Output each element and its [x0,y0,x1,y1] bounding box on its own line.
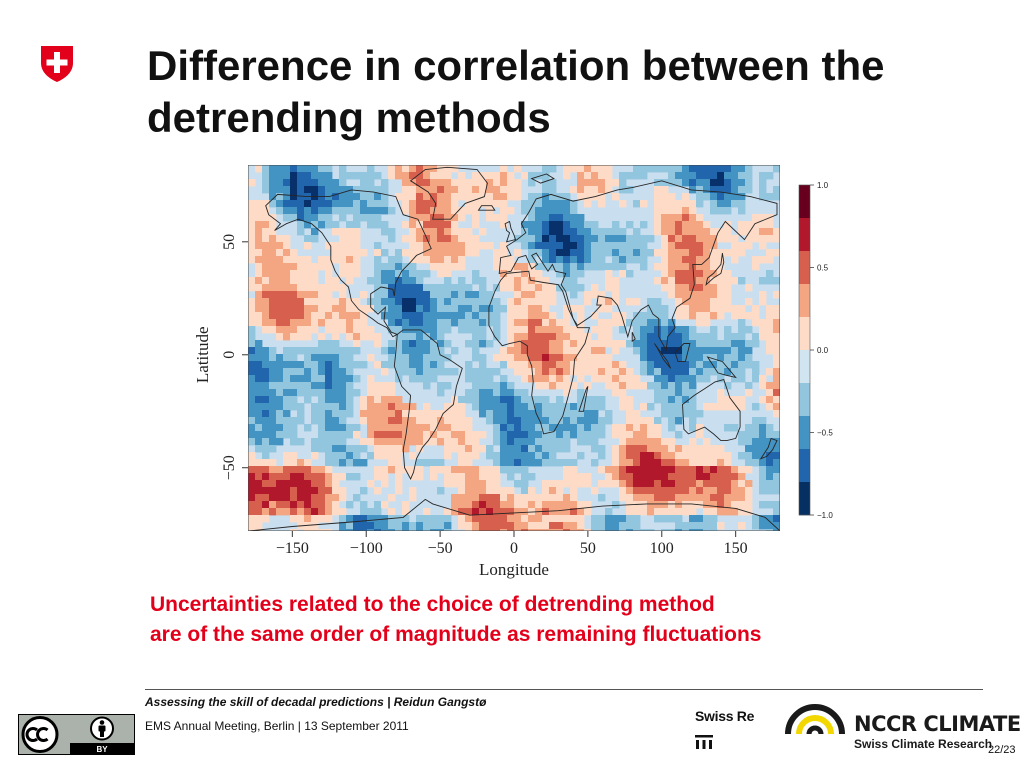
cc-by-license-badge[interactable]: BY [18,714,135,755]
map-panel [248,165,780,531]
x-tick-label: −150 [276,540,309,557]
colorbar-tick-label: −1.0 [817,511,833,520]
correlation-difference-map: −150 −100 −50 0 50 100 150 50 0 −50 1.0 0.5 0.0 −0.5… [193,165,833,579]
coastline-svalbard [530,173,555,184]
x-tick-label: −50 [428,540,453,557]
colorbar-segment [799,218,810,252]
colorbar-segment [799,284,810,318]
takeaway-line-1: Uncertainties related to the choice of d… [150,593,715,616]
map-anomaly-cells [248,165,780,531]
swiss-re-wordmark: Swiss Re [695,708,755,724]
x-tick-label: 50 [580,540,596,557]
creative-commons-icon [21,716,59,753]
coastline-new-guinea [706,356,737,379]
colorbar: 1.0 0.5 0.0 −0.5 −1.0 [798,181,833,520]
takeaway-message: Uncertainties related to the choice of d… [150,590,950,650]
colorbar-tick-label: 1.0 [817,181,829,190]
attribution-person-icon [90,716,114,741]
map-axes: −150 −100 −50 0 50 100 150 50 0 −50 [221,234,748,557]
footer-event: EMS Annual Meeting, Berlin | 13 Septembe… [145,719,409,733]
colorbar-tick-label: 0.5 [817,264,829,273]
colorbar-tick-label: 0.0 [817,346,829,355]
colorbar-segment [799,185,810,219]
x-tick-label: 100 [650,540,674,557]
nccr-climate-logo: NCCR CLIMATE Swiss Climate Research [784,700,1021,756]
y-axis-label: Latitude [193,326,212,383]
x-axis-label: Longitude [479,560,549,579]
y-tick-label: 50 [221,234,238,250]
coastline-eurasia [498,180,778,352]
coastline-greenland [409,166,488,220]
slide-title: Difference in correlation between the de… [147,42,885,141]
colorbar-segment [799,482,810,516]
continent-outlines [248,166,780,531]
colorbar-segment [799,383,810,417]
coastline-iceland [477,205,496,211]
coastline-australia [682,379,741,442]
x-tick-label: 150 [724,540,748,557]
nccr-wordmark: NCCR CLIMATE [854,712,1021,736]
coastline-japan [705,253,725,286]
swiss-re-logo: Swiss Re [695,708,770,750]
colorbar-segment [799,416,810,450]
x-tick-label: −100 [350,540,383,557]
coastline-new-zealand [759,437,778,460]
page-number: 22/23 [988,744,1016,756]
coastline-africa [488,270,590,435]
colorbar-tick-label: −0.5 [817,429,833,438]
y-tick-label: 0 [221,351,238,359]
takeaway-line-2: are of the same order of magnitude as re… [150,623,762,646]
coastline-north-america [265,189,432,338]
coastline-south-america [393,329,463,481]
swiss-re-mark-icon [695,735,713,749]
coastline-borneo [674,343,691,363]
coastline-madagascar [578,386,589,412]
nccr-subtitle: Swiss Climate Research [854,737,993,751]
footer-presentation-title: Assessing the skill of decadal predictio… [145,695,487,709]
nccr-arcs-icon [785,704,845,735]
coastline-great-britain [504,220,517,243]
colorbar-segment [799,251,810,285]
colorbar-segment [799,317,810,351]
coastline-antarctica [248,498,780,531]
y-tick-label: −50 [221,455,238,480]
cc-by-label: BY [96,745,108,754]
footer-divider [145,689,983,690]
swiss-shield-icon [41,46,73,82]
colorbar-segment [799,350,810,384]
x-tick-label: 0 [510,540,518,557]
coastline-sumatra [654,343,672,369]
colorbar-segment [799,449,810,483]
coastline-sri-lanka [631,332,636,343]
